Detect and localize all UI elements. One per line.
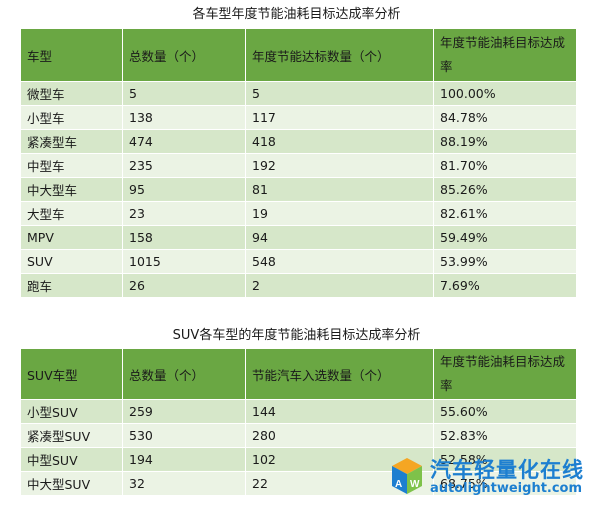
table-cell: 中大型SUV bbox=[20, 471, 123, 496]
table-cell: 418 bbox=[245, 129, 434, 154]
table-cell: 26 bbox=[122, 273, 246, 298]
table-cell: 259 bbox=[122, 399, 246, 424]
header-cell: 节能汽车入选数量（个） bbox=[245, 348, 434, 400]
table-row: 紧凑型车 474 418 88.19% bbox=[20, 129, 577, 154]
table-cell: 小型SUV bbox=[20, 399, 123, 424]
table-cell: 85.26% bbox=[433, 177, 577, 202]
table-cell: 32 bbox=[122, 471, 246, 496]
table-cell: 95 bbox=[122, 177, 246, 202]
table-cell: 235 bbox=[122, 153, 246, 178]
table-row: 大型车 23 19 82.61% bbox=[20, 201, 577, 226]
table-cell: 82.61% bbox=[433, 201, 577, 226]
table-row: 中型车 235 192 81.70% bbox=[20, 153, 577, 178]
table-cell: 55.60% bbox=[433, 399, 577, 424]
table2-title: SUV各车型的年度节能油耗目标达成率分析 bbox=[172, 328, 421, 343]
table-cell: 中型车 bbox=[20, 153, 123, 178]
table-cell: 81.70% bbox=[433, 153, 577, 178]
suv-type-table: SUV车型 总数量（个） 节能汽车入选数量（个） 年度节能油耗目标达成率 小型S… bbox=[20, 348, 577, 496]
svg-text:W: W bbox=[410, 479, 420, 490]
table-cell: 158 bbox=[122, 225, 246, 250]
vehicle-type-table: 车型 总数量（个） 年度节能达标数量（个） 年度节能油耗目标达成率 微型车 5 5 1… bbox=[20, 28, 577, 298]
watermark: A W 汽车轻量化在线 autolightweight.com bbox=[390, 452, 590, 502]
table-header-row: SUV车型 总数量（个） 节能汽车入选数量（个） 年度节能油耗目标达成率 bbox=[20, 348, 577, 400]
table-cell: 1015 bbox=[122, 249, 246, 274]
table-cell: 100.00% bbox=[433, 81, 577, 106]
watermark-cn-text: 汽车轻量化在线 bbox=[430, 458, 584, 482]
table-cell: MPV bbox=[20, 225, 123, 250]
table-cell: 280 bbox=[245, 423, 434, 448]
table-cell: 138 bbox=[122, 105, 246, 130]
table-row: MPV 158 94 59.49% bbox=[20, 225, 577, 250]
table1-title: 各车型年度节能油耗目标达成率分析 bbox=[192, 7, 401, 22]
header-cell: 车型 bbox=[20, 28, 123, 82]
table-row: 小型SUV 259 144 55.60% bbox=[20, 399, 577, 424]
table-cell: 大型车 bbox=[20, 201, 123, 226]
table-cell: SUV bbox=[20, 249, 123, 274]
table-cell: 19 bbox=[245, 201, 434, 226]
table-cell: 中型SUV bbox=[20, 447, 123, 472]
table-cell: 68.75% bbox=[433, 471, 577, 496]
table-cell: 5 bbox=[245, 81, 434, 106]
table-cell: 88.19% bbox=[433, 129, 577, 154]
table-row: SUV 1015 548 53.99% bbox=[20, 249, 577, 274]
header-cell: 年度节能油耗目标达成率 bbox=[433, 348, 577, 400]
table-cell: 94 bbox=[245, 225, 434, 250]
table-row: 中型SUV 194 102 52.58% bbox=[20, 447, 577, 472]
header-cell: 总数量（个） bbox=[122, 28, 246, 82]
table-cell: 530 bbox=[122, 423, 246, 448]
header-cell: SUV车型 bbox=[20, 348, 123, 400]
table-cell: 474 bbox=[122, 129, 246, 154]
table-cell: 7.69% bbox=[433, 273, 577, 298]
header-cell: 年度节能达标数量（个） bbox=[245, 28, 434, 82]
header-cell: 年度节能油耗目标达成率 bbox=[433, 28, 577, 82]
table-cell: 81 bbox=[245, 177, 434, 202]
table-cell: 53.99% bbox=[433, 249, 577, 274]
table-cell: 5 bbox=[122, 81, 246, 106]
table-cell: 小型车 bbox=[20, 105, 123, 130]
table-cell: 548 bbox=[245, 249, 434, 274]
table-cell: 117 bbox=[245, 105, 434, 130]
table-row: 跑车 26 2 7.69% bbox=[20, 273, 577, 298]
table-cell: 紧凑型车 bbox=[20, 129, 123, 154]
table-row: 中大型车 95 81 85.26% bbox=[20, 177, 577, 202]
table-cell: 192 bbox=[245, 153, 434, 178]
table-cell: 194 bbox=[122, 447, 246, 472]
table-cell: 22 bbox=[245, 471, 434, 496]
watermark-en-text: autolightweight.com bbox=[430, 481, 583, 496]
cube-logo-icon: A W bbox=[392, 458, 422, 494]
table-cell: 59.49% bbox=[433, 225, 577, 250]
table-cell: 23 bbox=[122, 201, 246, 226]
table-cell: 中大型车 bbox=[20, 177, 123, 202]
table-cell: 52.83% bbox=[433, 423, 577, 448]
table-cell: 84.78% bbox=[433, 105, 577, 130]
header-cell: 总数量（个） bbox=[122, 348, 246, 400]
table-header-row: 车型 总数量（个） 年度节能达标数量（个） 年度节能油耗目标达成率 bbox=[20, 28, 577, 82]
table-row: 微型车 5 5 100.00% bbox=[20, 81, 577, 106]
table-cell: 跑车 bbox=[20, 273, 123, 298]
table-row: 小型车 138 117 84.78% bbox=[20, 105, 577, 130]
table-row: 中大型SUV 32 22 68.75% bbox=[20, 471, 577, 496]
table-cell: 2 bbox=[245, 273, 434, 298]
table-cell: 52.58% bbox=[433, 447, 577, 472]
table-row: 紧凑型SUV 530 280 52.83% bbox=[20, 423, 577, 448]
svg-text:A: A bbox=[395, 479, 402, 490]
table-cell: 微型车 bbox=[20, 81, 123, 106]
table-cell: 144 bbox=[245, 399, 434, 424]
table-cell: 紧凑型SUV bbox=[20, 423, 123, 448]
